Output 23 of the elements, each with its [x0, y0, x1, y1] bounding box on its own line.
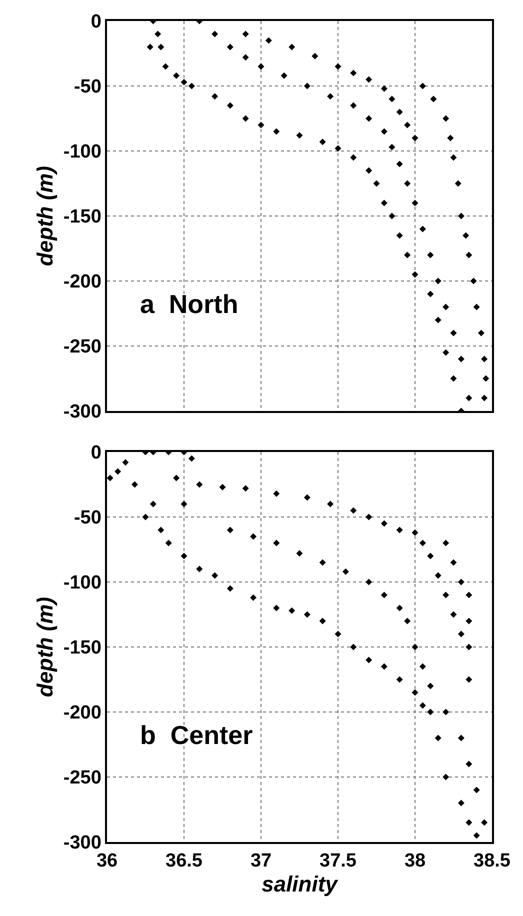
annotation: a North [140, 289, 238, 319]
x-tick-label: 37.5 [320, 850, 357, 872]
y-tick-label: -200 [63, 702, 102, 724]
y-tick-label: -150 [63, 638, 102, 659]
annotation: b Center [140, 720, 253, 750]
x-tick-label: 38 [404, 850, 426, 872]
x-tick-label: 37 [250, 850, 272, 872]
y-tick-label: -250 [63, 768, 102, 789]
x-axis-title: salinity [262, 872, 340, 897]
y-tick-label: -100 [63, 572, 102, 594]
y-axis-title: depth (m) [32, 596, 58, 698]
y-tick-label: -250 [63, 336, 102, 358]
y-tick-label: 0 [90, 442, 102, 464]
y-tick-label: -300 [63, 402, 102, 423]
y-tick-label: -200 [63, 272, 102, 293]
x-tick-label: 36.5 [166, 850, 203, 872]
y-tick-label: -50 [74, 76, 102, 98]
y-tick-label: -100 [63, 142, 102, 163]
y-tick-label: -150 [63, 206, 102, 228]
x-tick-label: 38.5 [474, 850, 511, 872]
y-tick-label: 0 [90, 12, 102, 33]
y-tick-label: -50 [74, 508, 102, 529]
y-axis-title: depth (m) [32, 166, 58, 266]
